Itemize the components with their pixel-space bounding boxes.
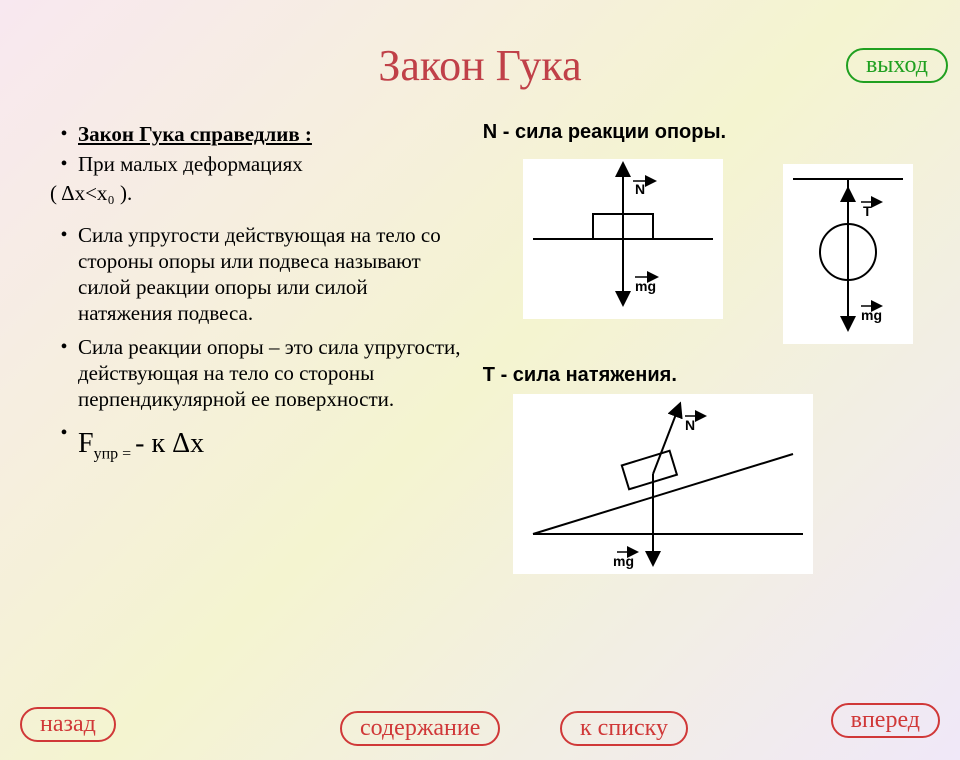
formula-sub: упр =	[94, 446, 136, 463]
diagram-area: N mg	[483, 154, 910, 584]
condition-note: ( Δx<x₀ ).	[50, 181, 463, 206]
content-area: • Закон Гука справедлив : • При малых де…	[0, 121, 960, 584]
bullet-item: • При малых деформациях	[50, 151, 463, 177]
contents-button[interactable]: содержание	[340, 711, 500, 746]
bullet-text: Сила реакции опоры – это сила упругости,…	[78, 334, 463, 412]
exit-button[interactable]: выход	[846, 48, 948, 83]
label-mg: mg	[861, 307, 882, 323]
diagram-hanging-ball: T mg	[783, 164, 913, 344]
bullet-marker: •	[50, 222, 78, 248]
to-list-button[interactable]: к списку	[560, 711, 688, 746]
diagram-inclined-plane: N mg	[513, 394, 813, 574]
page-title: Закон Гука	[0, 40, 960, 91]
bullet-marker: •	[50, 151, 78, 177]
formula-f: F	[78, 428, 94, 459]
bullet-item: • Сила реакции опоры – это сила упругост…	[50, 334, 463, 412]
forward-button[interactable]: вперед	[831, 703, 940, 738]
heading-n: N - сила реакции опоры.	[483, 121, 910, 144]
hooke-formula: Fупр = - к Δx	[78, 428, 204, 464]
left-column: • Закон Гука справедлив : • При малых де…	[50, 121, 463, 584]
label-t: T	[863, 203, 872, 219]
bullet-text: Закон Гука справедлив :	[78, 121, 463, 147]
bullet-text: При малых деформациях	[78, 151, 463, 177]
formula-row: • Fупр = - к Δx	[50, 420, 463, 464]
heading-t: T - сила натяжения.	[483, 364, 677, 387]
bullet-marker: •	[50, 420, 78, 446]
diagram-block-on-surface: N mg	[523, 159, 723, 319]
label-mg: mg	[635, 278, 656, 294]
label-n: N	[685, 417, 695, 433]
formula-rest: - к Δx	[135, 428, 204, 459]
back-button[interactable]: назад	[20, 707, 116, 742]
bullet-marker: •	[50, 334, 78, 360]
right-column: N - сила реакции опоры. N	[463, 121, 910, 584]
bullet-marker: •	[50, 121, 78, 147]
bullet-item: • Сила упругости действующая на тело со …	[50, 222, 463, 326]
label-mg: mg	[613, 553, 634, 569]
bullet-item: • Закон Гука справедлив :	[50, 121, 463, 147]
label-n: N	[635, 181, 645, 197]
bullet-text: Сила упругости действующая на тело со ст…	[78, 222, 463, 326]
